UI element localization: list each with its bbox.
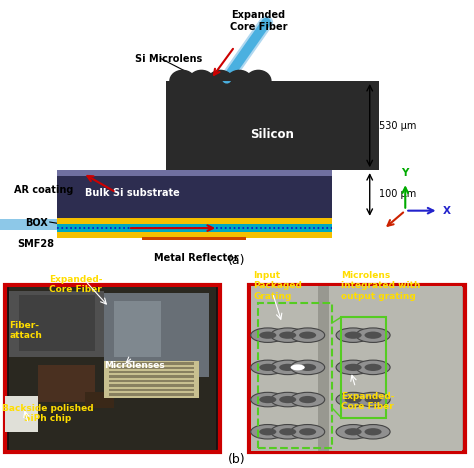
Bar <box>5 395 38 432</box>
Circle shape <box>271 328 305 343</box>
Circle shape <box>259 331 276 339</box>
Bar <box>0 219 71 230</box>
Bar <box>57 225 332 232</box>
Text: Bulk Si substrate: Bulk Si substrate <box>85 188 180 198</box>
Bar <box>109 371 194 373</box>
Circle shape <box>365 331 382 339</box>
Bar <box>5 285 220 452</box>
Bar <box>104 361 199 397</box>
Bar <box>109 366 194 369</box>
Circle shape <box>259 428 276 435</box>
Circle shape <box>356 328 390 343</box>
Circle shape <box>271 392 305 407</box>
Text: Si Microlens: Si Microlens <box>135 54 202 64</box>
Bar <box>57 218 332 225</box>
Circle shape <box>356 424 390 439</box>
Circle shape <box>345 396 362 403</box>
Bar <box>57 231 332 238</box>
Text: Input
Packaged
Grating: Input Packaged Grating <box>254 271 302 300</box>
Bar <box>341 317 386 417</box>
Text: BOX: BOX <box>25 218 47 228</box>
Circle shape <box>365 396 382 403</box>
Wedge shape <box>245 70 272 81</box>
Circle shape <box>271 424 305 439</box>
Bar <box>9 291 104 358</box>
Bar <box>258 303 332 448</box>
Bar <box>9 287 216 450</box>
Circle shape <box>345 364 362 371</box>
Circle shape <box>251 360 285 374</box>
Bar <box>109 380 194 382</box>
Circle shape <box>291 360 325 374</box>
Bar <box>318 286 329 451</box>
Wedge shape <box>207 70 234 81</box>
Wedge shape <box>169 70 196 81</box>
Wedge shape <box>226 70 253 81</box>
Circle shape <box>336 392 370 407</box>
Circle shape <box>336 328 370 343</box>
Circle shape <box>365 428 382 435</box>
Circle shape <box>279 396 296 403</box>
Text: Expanded
Core Fiber: Expanded Core Fiber <box>229 10 287 32</box>
Bar <box>38 366 95 402</box>
Bar <box>57 170 332 176</box>
Circle shape <box>299 428 316 435</box>
Circle shape <box>336 360 370 374</box>
Circle shape <box>365 364 382 371</box>
Text: Expanded-
Core Fiber: Expanded- Core Fiber <box>341 392 395 411</box>
Bar <box>251 286 462 451</box>
Text: SMF28: SMF28 <box>17 239 54 249</box>
Text: (b): (b) <box>228 453 246 466</box>
Circle shape <box>251 328 285 343</box>
Bar <box>166 81 379 170</box>
Circle shape <box>251 392 285 407</box>
Text: Y: Y <box>401 168 409 178</box>
Bar <box>109 389 194 391</box>
Circle shape <box>291 392 325 407</box>
Bar <box>114 301 161 358</box>
Text: Fiber-
attach: Fiber- attach <box>9 321 42 341</box>
Circle shape <box>299 364 316 371</box>
Text: AR coating: AR coating <box>14 185 73 196</box>
Bar <box>142 237 246 240</box>
Circle shape <box>291 365 305 370</box>
Circle shape <box>345 428 362 435</box>
Circle shape <box>291 424 325 439</box>
Bar <box>85 392 114 408</box>
Circle shape <box>299 331 316 339</box>
Circle shape <box>279 428 296 435</box>
Bar <box>104 293 209 377</box>
Wedge shape <box>188 70 215 81</box>
Circle shape <box>259 396 276 403</box>
Circle shape <box>259 364 276 371</box>
Text: X: X <box>443 205 451 216</box>
Bar <box>109 384 194 387</box>
Circle shape <box>279 331 296 339</box>
Text: Silicon: Silicon <box>251 128 294 141</box>
Circle shape <box>336 424 370 439</box>
Circle shape <box>279 364 296 371</box>
Text: Microlenses: Microlenses <box>104 361 165 370</box>
Text: Backside polished
SiPh chip: Backside polished SiPh chip <box>1 403 93 423</box>
Text: 530 μm: 530 μm <box>379 121 417 131</box>
Circle shape <box>356 392 390 407</box>
Circle shape <box>356 360 390 374</box>
Circle shape <box>345 331 362 339</box>
Bar <box>57 176 332 219</box>
Circle shape <box>271 360 305 374</box>
Bar <box>109 375 194 378</box>
Text: 100 μm: 100 μm <box>379 190 417 199</box>
Circle shape <box>299 396 316 403</box>
Bar <box>249 285 465 452</box>
Bar <box>109 362 194 365</box>
Circle shape <box>291 328 325 343</box>
Text: Expanded-
Core Fiber: Expanded- Core Fiber <box>49 275 102 294</box>
Circle shape <box>251 424 285 439</box>
Text: Microlens
integrated with
output grating: Microlens integrated with output grating <box>341 271 421 300</box>
Text: Metal Reflector: Metal Reflector <box>155 253 239 263</box>
Bar <box>109 393 194 395</box>
Bar <box>19 295 95 351</box>
Text: (a): (a) <box>228 255 246 267</box>
